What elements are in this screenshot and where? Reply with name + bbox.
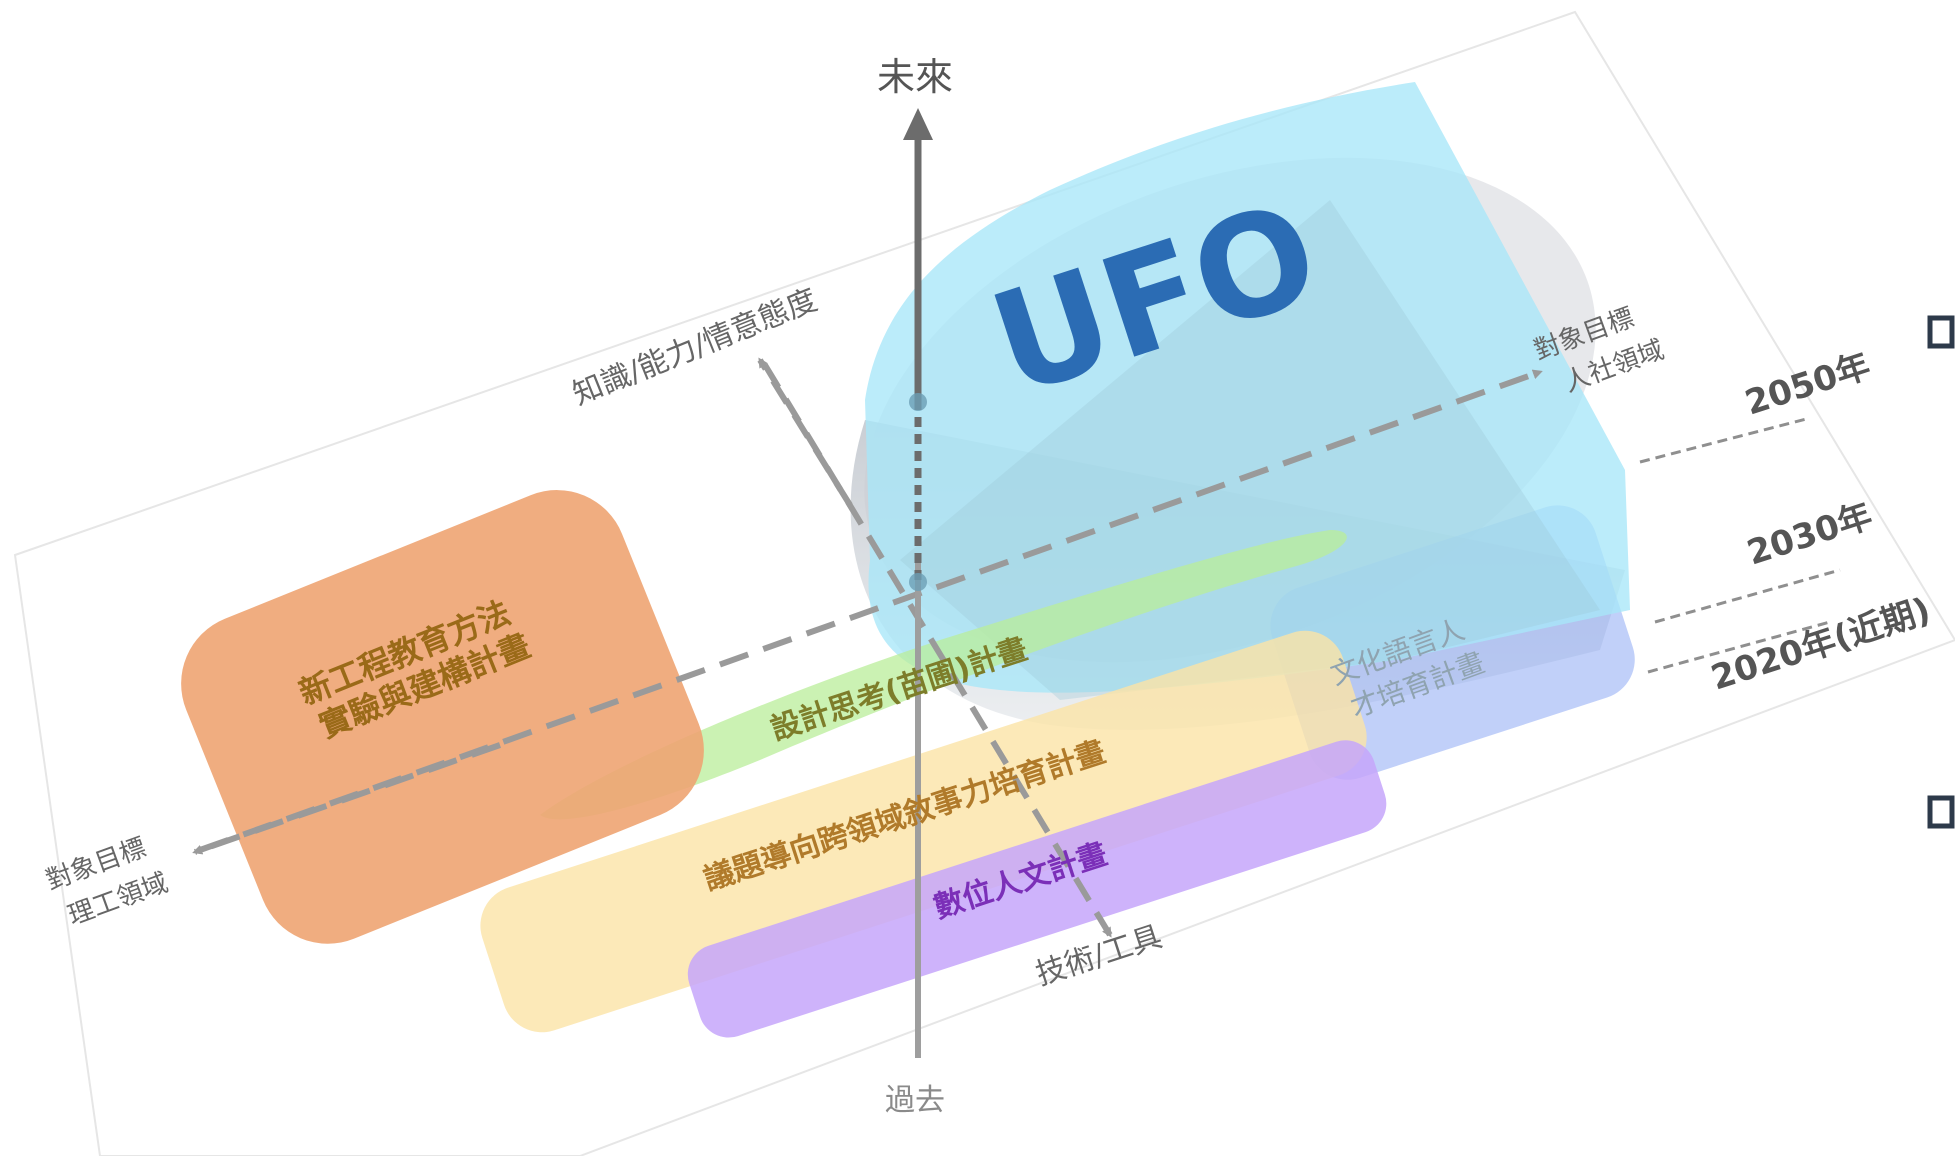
- year-2050-line: [1639, 416, 1811, 464]
- engineering-plan-box: [181, 490, 704, 944]
- ufo-top-shape: [865, 82, 1630, 693]
- bullet-square-bottom: [1927, 795, 1955, 829]
- future-label: 未來: [877, 55, 953, 99]
- time-axis-top-dot: [909, 393, 927, 411]
- digital-plan-box: [687, 740, 1387, 1038]
- bullet-square-top: [1927, 315, 1955, 349]
- design-plan-shape: [540, 530, 1347, 820]
- past-label: 過去: [885, 1083, 945, 1118]
- narrative-plan-box: [480, 630, 1367, 1033]
- target-axis: [198, 369, 1543, 853]
- year-2030-line: [1654, 568, 1841, 624]
- knowledge-axis-up: [757, 357, 853, 507]
- target-axis-left: [192, 742, 501, 855]
- ufo-inner-panel: [900, 200, 1600, 700]
- knowledge-tech-axis: [762, 363, 1113, 938]
- time-axis-bottom-dot: [909, 573, 927, 591]
- time-axis-arrowhead: [903, 108, 933, 140]
